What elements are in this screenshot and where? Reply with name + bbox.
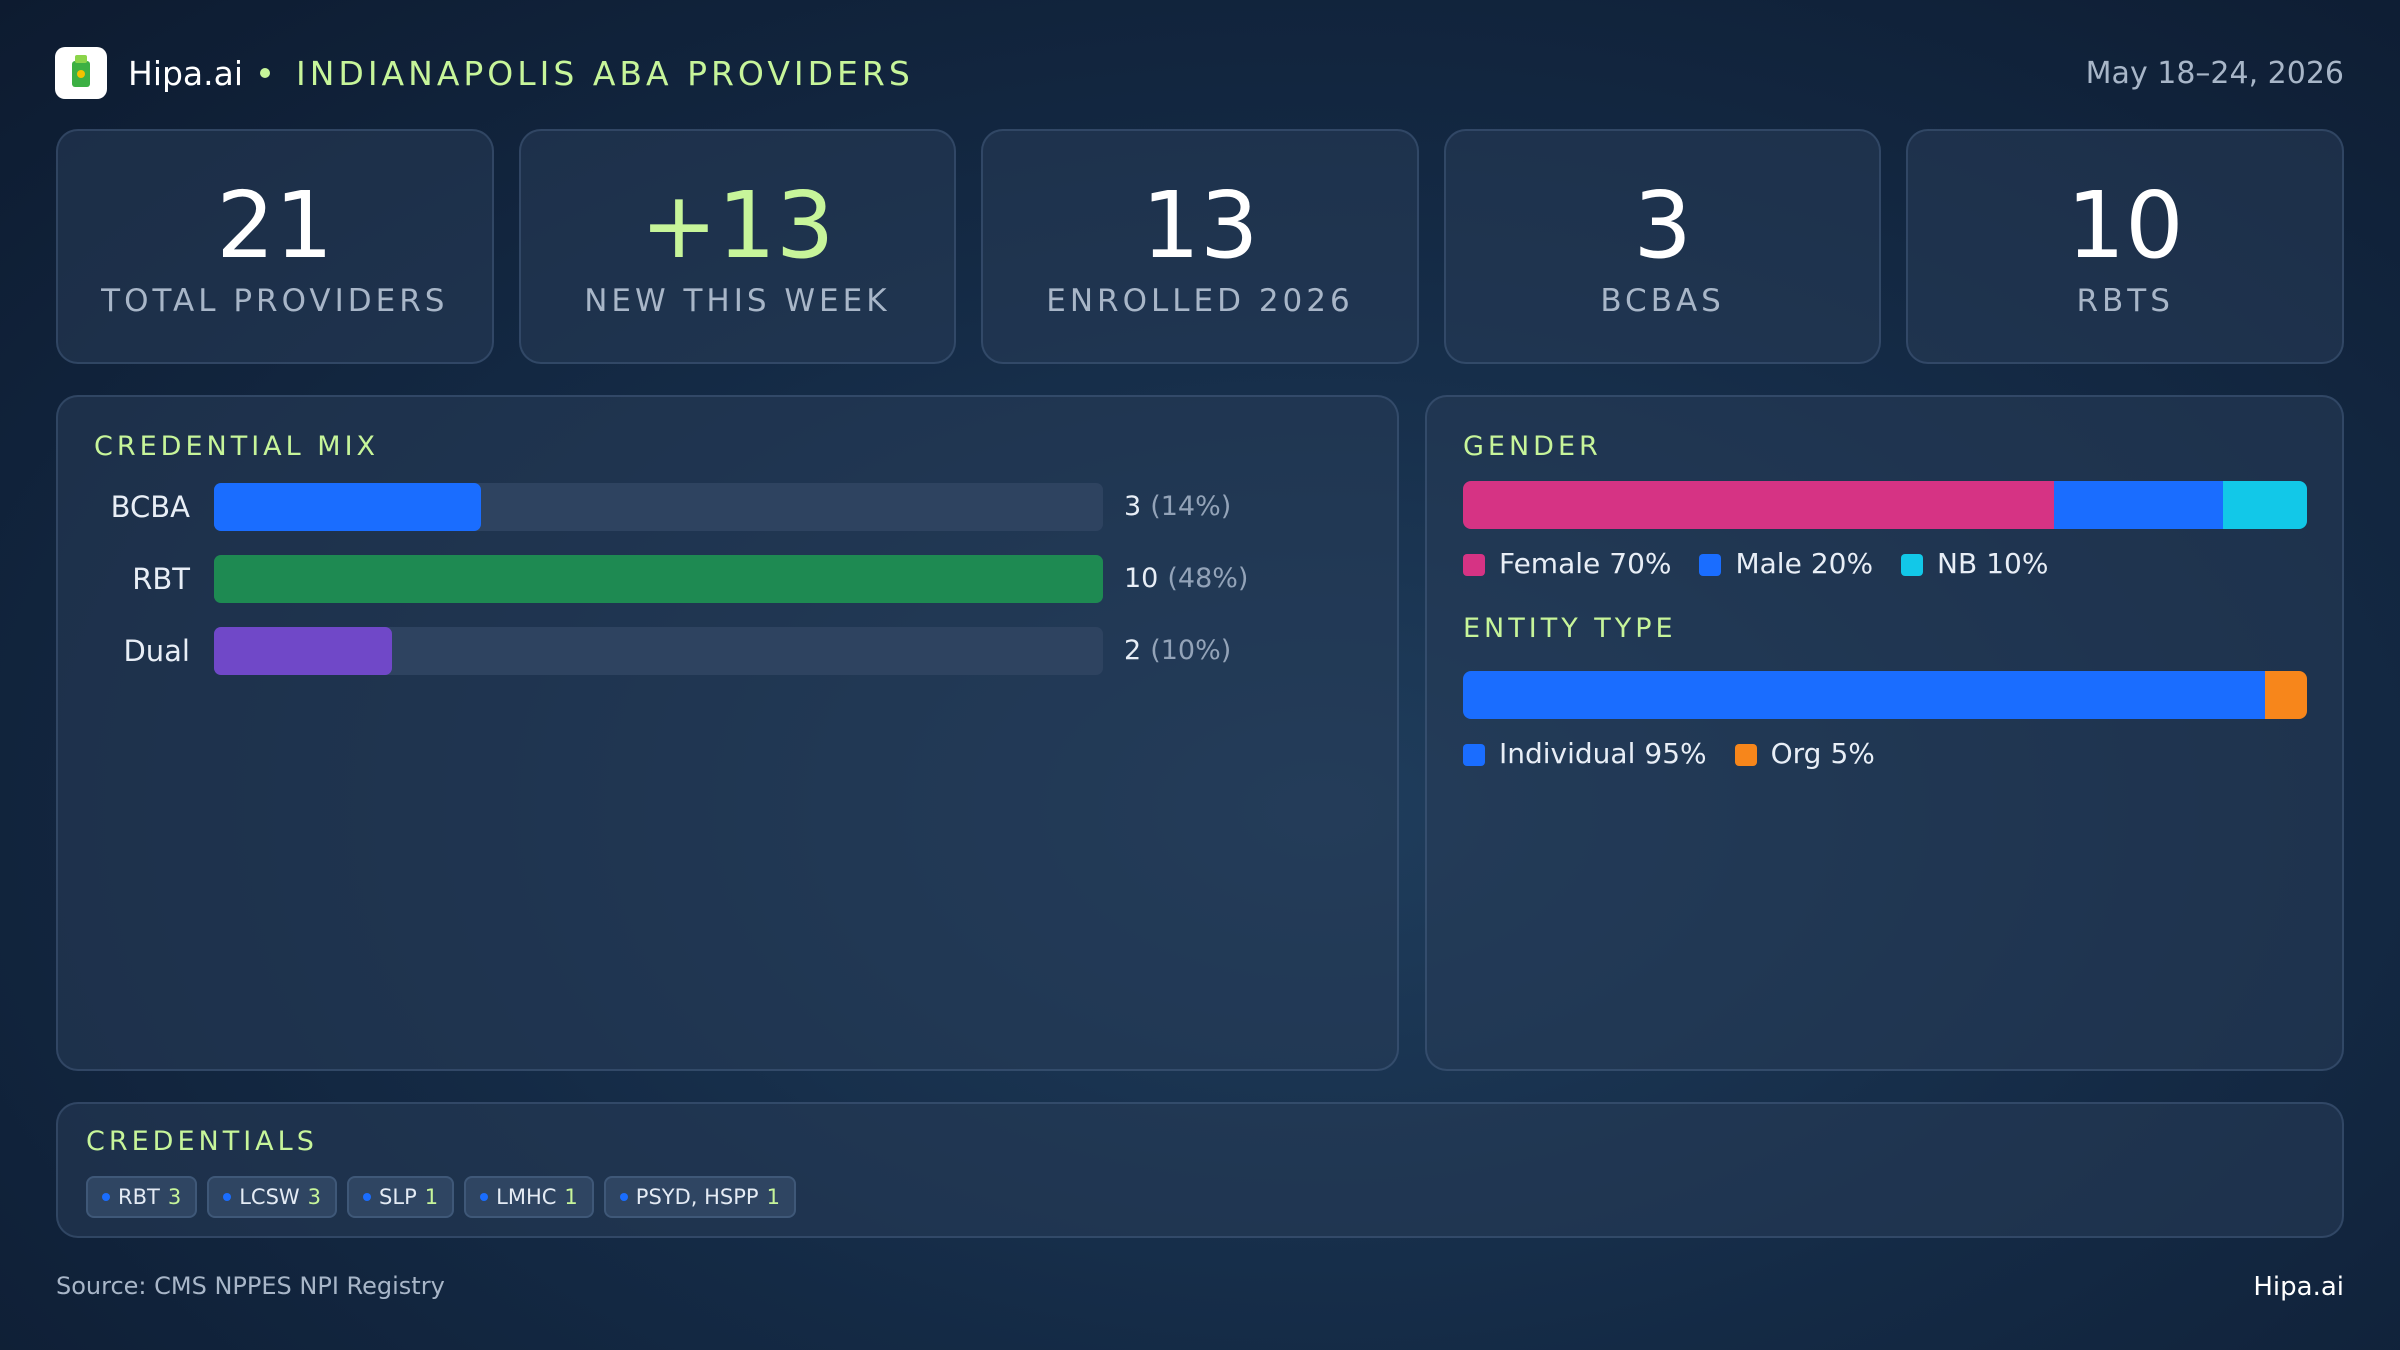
credential-chip: LCSW 3: [207, 1176, 338, 1218]
bar-track: [214, 555, 1103, 603]
legend-swatch: [1463, 554, 1485, 576]
legend-value: 95%: [1644, 737, 1707, 770]
bar-value-label: 2 (10%): [1124, 635, 1231, 666]
bar: [214, 483, 481, 531]
kpi-card: +13 NEW THIS WEEK: [518, 129, 957, 364]
legend-name: NB: [1937, 547, 1978, 580]
bar-label: BCBA: [110, 490, 190, 524]
kpi-card: 10 RBTS: [1906, 129, 2344, 364]
count: 10: [1124, 563, 1159, 594]
legend-swatch: [1699, 554, 1722, 576]
footer-brand: Hipa.ai: [2253, 1272, 2344, 1302]
kpi-value: 10: [2066, 172, 2184, 279]
legend-name: Individual: [1499, 737, 1636, 770]
legend-value: 10%: [1986, 547, 2049, 580]
date-range: May 18–24, 2026: [2085, 56, 2344, 91]
demographics-panel: GENDER Female 70% Male 20% NB 10% ENTITY TYPE…: [1425, 395, 2344, 1071]
kpi-card: 13 ENROLLED 2026: [981, 129, 1419, 364]
kpi-value: 13: [1141, 172, 1259, 279]
credential-chip: RBT 3: [86, 1176, 198, 1218]
section-title: CREDENTIALS: [86, 1126, 318, 1157]
chip-dot: [480, 1193, 489, 1201]
chip-dot: [619, 1193, 628, 1201]
percent: (48%): [1167, 563, 1249, 594]
chip-name: SLP: [379, 1185, 417, 1209]
legend-item: NB 10%: [1901, 547, 2048, 580]
kpi-value: 21: [216, 172, 334, 279]
kpi-label: RBTS: [2076, 283, 2174, 319]
kpi-value: 3: [1633, 172, 1692, 279]
chip-list: RBT 3 LCSW 3 SLP 1 LMHC 1 PSYD, HSPP 1: [86, 1176, 796, 1218]
section-title: GENDER: [1463, 431, 1602, 462]
chip-count: 1: [424, 1185, 439, 1209]
bar-segment: [2264, 671, 2307, 719]
legend-swatch: [1734, 744, 1757, 766]
stacked-bar: [1463, 481, 2307, 529]
chip-dot: [102, 1193, 110, 1201]
logo-icon: [72, 55, 90, 87]
count: 3: [1124, 491, 1142, 522]
legend-value: 70%: [1609, 547, 1672, 580]
legend-item: Individual 95%: [1463, 737, 1707, 770]
chip-name: LMHC: [496, 1185, 557, 1209]
legend-item: Male 20%: [1699, 547, 1873, 580]
kpi-card: 21 TOTAL PROVIDERS: [56, 129, 494, 364]
bar: [214, 627, 392, 675]
bar-label: RBT: [132, 562, 190, 596]
chip-name: LCSW: [239, 1185, 300, 1209]
bar-value-label: 10 (48%): [1124, 563, 1248, 594]
credential-chip: PSYD, HSPP 1: [603, 1176, 796, 1218]
count: 2: [1124, 635, 1142, 666]
section-title: ENTITY TYPE: [1463, 613, 1677, 644]
bar-track: [214, 627, 1103, 675]
chip-name: RBT: [118, 1185, 160, 1209]
chip-count: 3: [307, 1185, 322, 1209]
legend-name: Female: [1499, 547, 1601, 580]
credential-chip: SLP 1: [347, 1176, 455, 1218]
separator-dot: [260, 68, 270, 78]
legend-swatch: [1463, 744, 1485, 766]
percent: (10%): [1150, 635, 1232, 666]
brand: Hipa.ai: [128, 54, 244, 93]
section-title: CREDENTIAL MIX: [94, 431, 380, 462]
credential-chip: LMHC 1: [464, 1176, 594, 1218]
bar-segment: [1463, 671, 2265, 719]
credential-mix-panel: CREDENTIAL MIX BCBA 3 (14%) RBT 10 (48%) Dual 2…: [56, 395, 1399, 1071]
bar: [214, 555, 1103, 603]
bar-segment: [2222, 481, 2307, 529]
legend-item: Female 70%: [1463, 547, 1671, 580]
chip-dot: [223, 1193, 232, 1201]
credentials-panel: CREDENTIALS RBT 3 LCSW 3 SLP 1 LMHC 1 PSYD, HSPP…: [56, 1102, 2344, 1238]
bar-segment: [2053, 481, 2223, 529]
kpi-card: 3 BCBAS: [1443, 129, 1882, 364]
legend-value: 20%: [1810, 547, 1874, 580]
kpi-label: BCBAS: [1600, 283, 1725, 319]
kpi-label: TOTAL PROVIDERS: [101, 283, 449, 319]
legend-name: Org: [1770, 737, 1822, 770]
page-title: INDIANAPOLIS ABA PROVIDERS: [296, 54, 914, 93]
legend: Female 70% Male 20% NB 10%: [1463, 547, 2048, 580]
kpi-label: NEW THIS WEEK: [584, 283, 891, 319]
bar-label: Dual: [123, 634, 190, 668]
chip-dot: [363, 1193, 372, 1201]
stacked-bar: [1463, 671, 2307, 719]
legend-swatch: [1901, 554, 1924, 576]
kpi-value: +13: [640, 172, 835, 279]
legend-item: Org 5%: [1734, 737, 1875, 770]
chip-count: 3: [167, 1185, 182, 1209]
legend: Individual 95% Org 5%: [1463, 737, 1875, 770]
chip-name: PSYD, HSPP: [635, 1185, 759, 1209]
bar-value-label: 3 (14%): [1124, 491, 1231, 522]
bar-segment: [1463, 481, 2054, 529]
kpi-label: ENROLLED 2026: [1046, 283, 1354, 319]
bar-track: [214, 483, 1103, 531]
legend-name: Male: [1735, 547, 1802, 580]
source-note: Source: CMS NPPES NPI Registry: [56, 1272, 445, 1300]
logo: [55, 47, 107, 99]
legend-value: 5%: [1830, 737, 1875, 770]
chip-count: 1: [766, 1185, 780, 1209]
percent: (14%): [1150, 491, 1232, 522]
chip-count: 1: [564, 1185, 578, 1209]
